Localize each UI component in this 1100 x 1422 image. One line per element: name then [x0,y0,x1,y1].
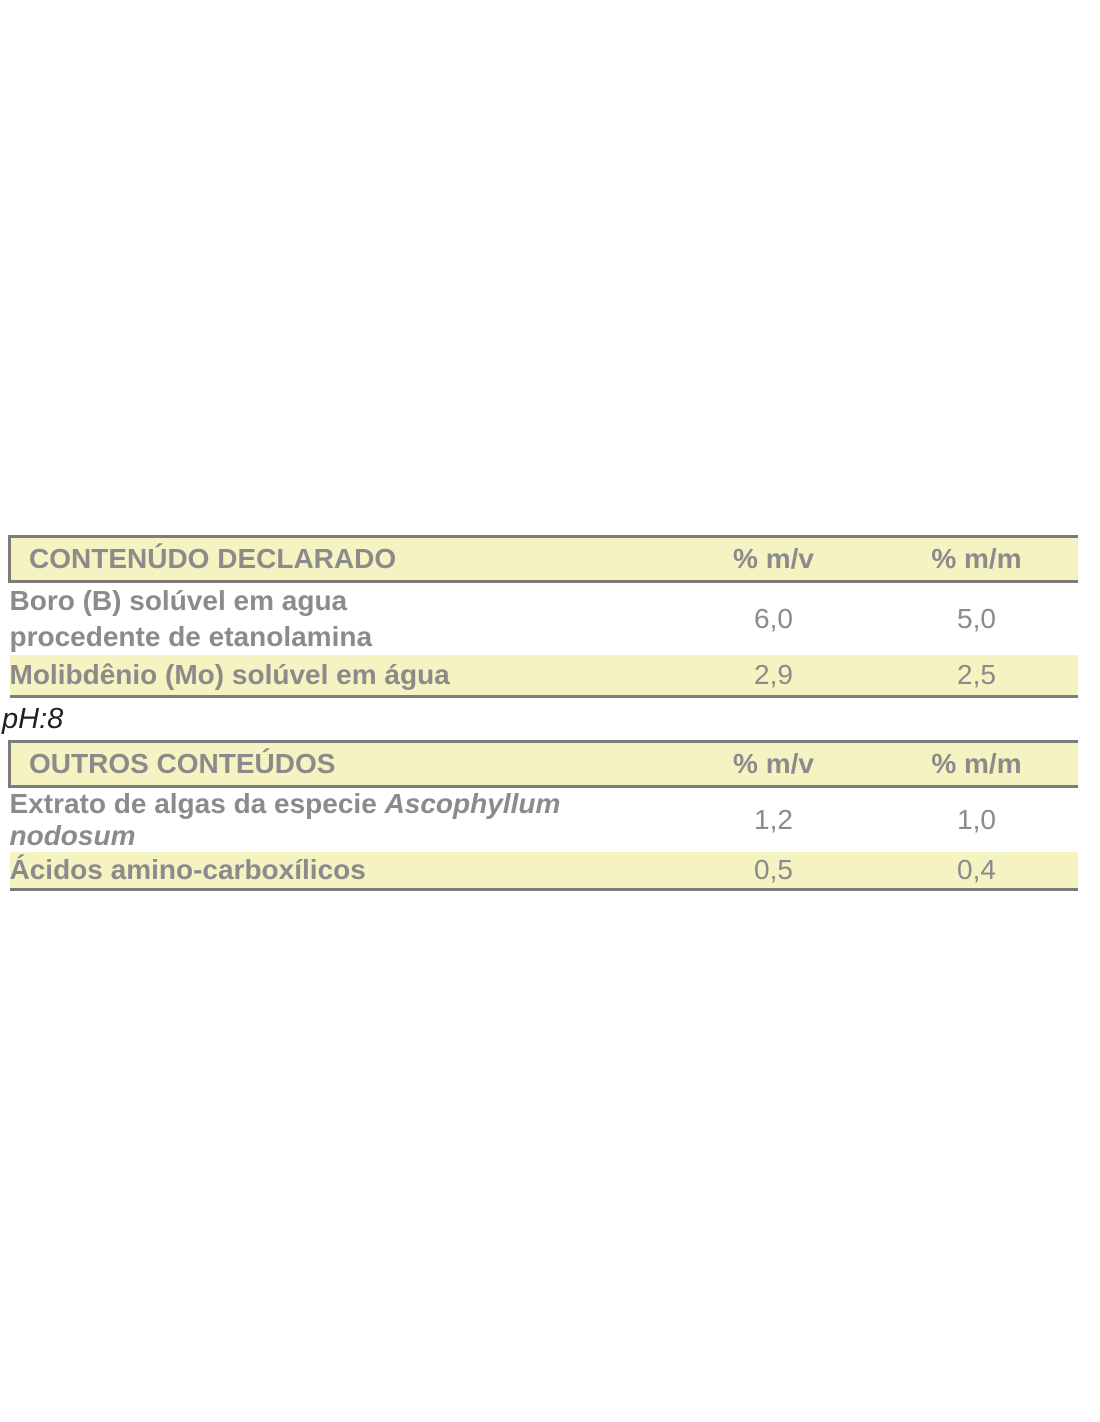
ph-note: pH:8 [2,703,64,735]
row-label-line1: Boro (B) solúvel em agua [9,585,348,616]
table-row-molibdenio: Molibdênio (Mo) solúvel em água 2,9 2,5 [9,655,1078,698]
row-label: Extrato de algas da especie Ascophyllum … [9,786,672,852]
species-name: Ascophyllum nodosum [9,788,561,851]
value-mv: 2,9 [671,655,875,698]
declared-title: CONTENÚDO DECLARADO [7,535,672,583]
column-header-mv: % m/v [671,535,875,583]
value-mm: 0,4 [874,852,1078,891]
row-label: Boro (B) solúvel em agua procedente de e… [9,581,672,655]
other-title: OUTROS CONTEÚDOS [7,740,672,788]
value-mv: 0,5 [671,852,875,891]
table-row-boro: Boro (B) solúvel em agua procedente de e… [9,581,1078,655]
row-label-text: Extrato de algas da especie [9,788,385,819]
table-row-amino-acids: Ácidos amino-carboxílicos 0,5 0,4 [9,852,1078,891]
value-mv: 1,2 [671,786,875,852]
column-header-mm: % m/m [874,535,1078,583]
other-contents-table: OUTROS CONTEÚDOS % m/v % m/m Extrato de … [7,740,1078,891]
row-label-line2: procedente de etanolamina [9,621,373,652]
value-mm: 1,0 [874,786,1078,852]
contents-declaration: CONTENÚDO DECLARADO % m/v % m/m Boro (B)… [2,535,1078,891]
declared-header-row: CONTENÚDO DECLARADO % m/v % m/m [7,535,1078,583]
table-row-algae-extract: Extrato de algas da especie Ascophyllum … [9,786,1078,852]
value-mm: 5,0 [874,581,1078,655]
column-header-mm: % m/m [874,740,1078,788]
row-label: Ácidos amino-carboxílicos [9,852,672,891]
value-mm: 2,5 [874,655,1078,698]
other-header-row: OUTROS CONTEÚDOS % m/v % m/m [7,740,1078,788]
row-label: Molibdênio (Mo) solúvel em água [9,655,672,698]
declared-contents-table: CONTENÚDO DECLARADO % m/v % m/m Boro (B)… [7,535,1078,698]
value-mv: 6,0 [671,581,875,655]
column-header-mv: % m/v [671,740,875,788]
